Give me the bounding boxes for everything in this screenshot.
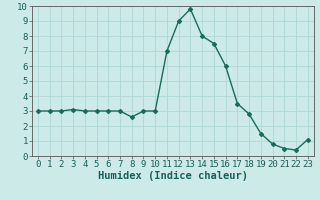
X-axis label: Humidex (Indice chaleur): Humidex (Indice chaleur) bbox=[98, 171, 248, 181]
